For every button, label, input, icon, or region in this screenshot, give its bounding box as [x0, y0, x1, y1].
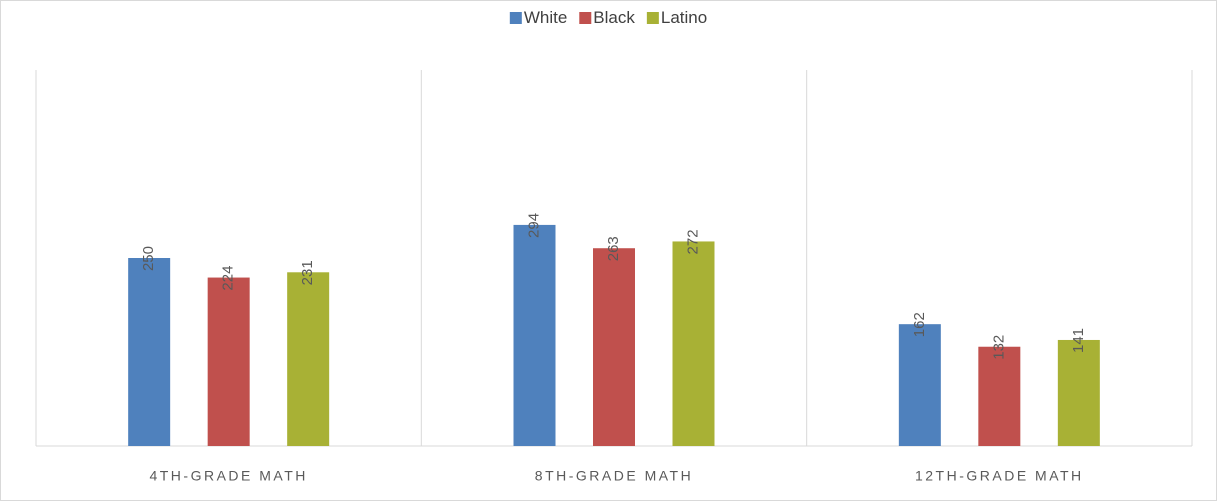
- legend-label: Latino: [661, 8, 707, 27]
- data-label: 224: [220, 266, 237, 291]
- data-label: 294: [525, 213, 542, 238]
- bar: [898, 324, 941, 446]
- legend-swatch: [509, 12, 522, 24]
- data-label: 162: [911, 312, 928, 337]
- x-tick-label: 12TH-GRADE MATH: [915, 468, 1084, 484]
- data-label: 272: [684, 229, 701, 254]
- bar: [513, 224, 556, 446]
- bar: [207, 277, 250, 446]
- bar: [1057, 339, 1100, 446]
- bar: [978, 346, 1021, 446]
- bar: [128, 258, 171, 446]
- data-label: 231: [299, 260, 316, 285]
- bar: [593, 248, 635, 446]
- data-label: 132: [990, 335, 1007, 360]
- legend-swatch: [579, 12, 592, 24]
- legend-label: Black: [593, 8, 635, 27]
- data-label: 263: [605, 236, 622, 261]
- x-tick-label: 4TH-GRADE MATH: [149, 468, 307, 484]
- bar: [672, 241, 715, 446]
- data-label: 141: [1070, 328, 1087, 353]
- x-tick-label: 8TH-GRADE MATH: [535, 468, 693, 484]
- data-label: 250: [140, 246, 157, 271]
- legend-label: White: [524, 8, 567, 27]
- bar: [287, 272, 330, 446]
- legend-swatch: [646, 12, 659, 24]
